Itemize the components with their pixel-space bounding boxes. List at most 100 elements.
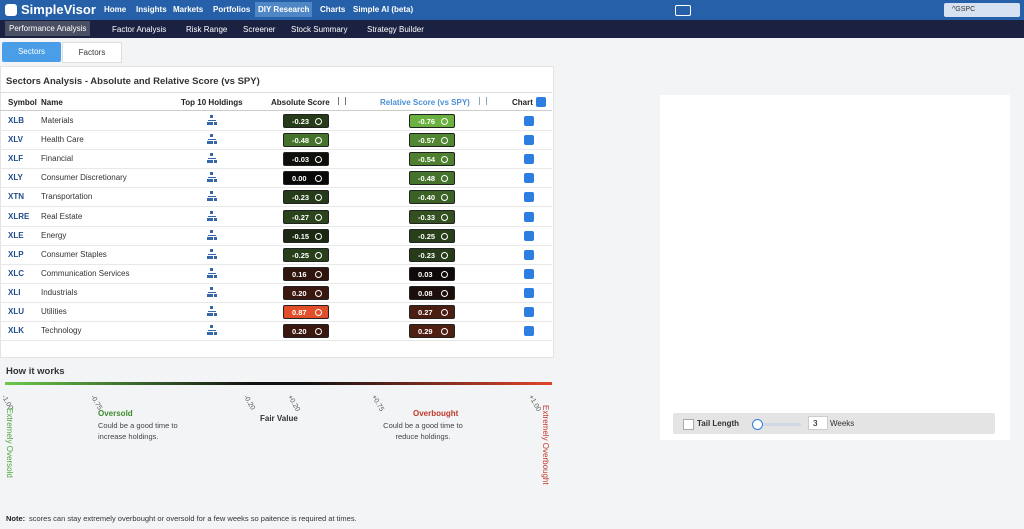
nav-item[interactable]: Portfolios [213,5,251,14]
score-cell[interactable]: -0.23 [409,247,455,262]
score-cell[interactable]: -0.03 [283,152,329,167]
symbol[interactable]: XLY [8,173,23,183]
checkbox[interactable] [536,97,546,107]
score-cell[interactable]: -0.25 [409,228,455,243]
checkbox[interactable] [524,230,534,241]
checkbox[interactable] [524,249,534,260]
holdings-icon[interactable] [207,267,217,279]
score-cell[interactable]: 0.27 [409,305,455,319]
tail-checkbox[interactable] [683,419,694,430]
symbol[interactable]: XLC [8,268,24,278]
score-cell[interactable]: -0.48 [409,171,455,186]
symbol[interactable]: XTN [8,192,24,202]
score-cell[interactable]: 0.87 [283,305,329,319]
checkbox[interactable] [524,287,534,298]
header-name: Name [41,98,63,107]
holdings-icon[interactable] [207,134,217,145]
score-arrow [441,213,448,221]
nav-item[interactable]: Markets [173,5,204,14]
score-arrow [315,156,322,164]
score-cell[interactable]: -0.23 [283,190,329,205]
holdings-icon[interactable] [207,172,217,183]
holdings-icon[interactable] [207,153,217,164]
sub-nav-item[interactable]: Stock Summary [291,25,348,34]
score-cell[interactable]: -0.76 [409,114,455,128]
score-arrow [315,270,322,278]
score-cell[interactable]: -0.48 [283,133,329,148]
icon-dot [210,153,213,157]
symbol[interactable]: XLU [8,307,24,316]
search-box[interactable]: ^GSPC [944,3,1020,17]
holdings-icon[interactable] [207,306,217,317]
score-arrow [315,251,322,259]
holdings-icon[interactable] [207,229,217,241]
tab[interactable]: Factors [62,42,122,63]
score-cell[interactable]: -0.25 [283,247,329,262]
score-cell[interactable]: -0.23 [283,114,329,128]
holdings-icon[interactable] [207,191,217,202]
symbol[interactable]: XLB [8,116,24,125]
score-cell[interactable]: -0.15 [283,228,329,243]
score-cell[interactable]: 0.20 [283,324,329,339]
symbol[interactable]: XLK [8,326,24,336]
icon-dot [210,122,213,125]
score-arrow [441,289,448,297]
fair-value: Fair Value [260,414,298,423]
icon-dot [210,248,213,252]
score-cell[interactable]: -0.27 [283,209,329,224]
score-value: 0.00 [292,174,307,184]
score-value: -0.40 [418,193,436,203]
symbol[interactable]: XLI [8,287,21,297]
holdings-icon[interactable] [207,325,217,336]
icon-dot [214,255,217,259]
checkbox[interactable] [524,154,534,165]
checkbox[interactable] [524,268,534,279]
score-cell[interactable]: 0.08 [409,285,455,300]
checkbox[interactable] [524,135,534,146]
checkbox[interactable] [524,173,534,184]
symbol[interactable]: XLRE [8,211,30,221]
sub-nav-item[interactable]: Performance Analysis [5,21,91,36]
symbol[interactable]: XLF [8,154,24,164]
symbol[interactable]: XLV [8,135,23,145]
nav-item[interactable]: Home [104,5,127,14]
score-cell[interactable]: -0.57 [409,133,455,148]
score-cell[interactable]: 0.29 [409,324,455,339]
sub-nav-item[interactable]: Risk Range [186,25,228,34]
symbol[interactable]: XLE [8,230,24,240]
score-cell[interactable]: 0.00 [283,171,329,186]
nav-item[interactable]: Insights [136,5,167,14]
sub-nav-item[interactable]: Screener [243,25,276,34]
tail-value[interactable]: 3 [808,416,828,430]
checkbox[interactable] [524,211,534,222]
score-cell[interactable]: 0.03 [409,266,455,281]
score-cell[interactable]: -0.40 [409,190,455,205]
checkbox[interactable] [524,116,534,126]
holdings-icon[interactable] [207,115,217,126]
icon-dot [210,229,213,233]
score-cell[interactable]: 0.16 [283,266,329,281]
nav-item[interactable]: Simple AI (beta) [353,5,414,14]
scale-label: +1.00 [526,394,542,413]
sub-nav-item[interactable]: Factor Analysis [112,25,167,34]
score-cell[interactable]: -0.33 [409,209,455,224]
monitor-icon[interactable] [675,5,691,16]
nav-item[interactable]: Charts [320,5,346,14]
icon-dot [214,122,217,125]
checkbox[interactable] [524,192,534,203]
score-cell[interactable]: -0.54 [409,152,455,167]
holdings-icon[interactable] [207,210,217,222]
symbol[interactable]: XLP [8,249,24,259]
header-absolute[interactable]: Absolute Score [271,98,330,107]
sub-nav-item[interactable]: Strategy Builder [367,25,424,34]
holdings-icon[interactable] [207,248,217,260]
slider-handle[interactable] [752,419,763,430]
checkbox[interactable] [524,326,534,337]
score-value: 0.03 [418,269,433,279]
header-relative[interactable]: Relative Score (vs SPY) [380,98,470,107]
holdings-icon[interactable] [207,286,217,298]
nav-item[interactable]: DIY Research [255,2,313,17]
score-cell[interactable]: 0.20 [283,285,329,300]
checkbox[interactable] [524,307,534,317]
tab[interactable]: Sectors [2,42,61,62]
